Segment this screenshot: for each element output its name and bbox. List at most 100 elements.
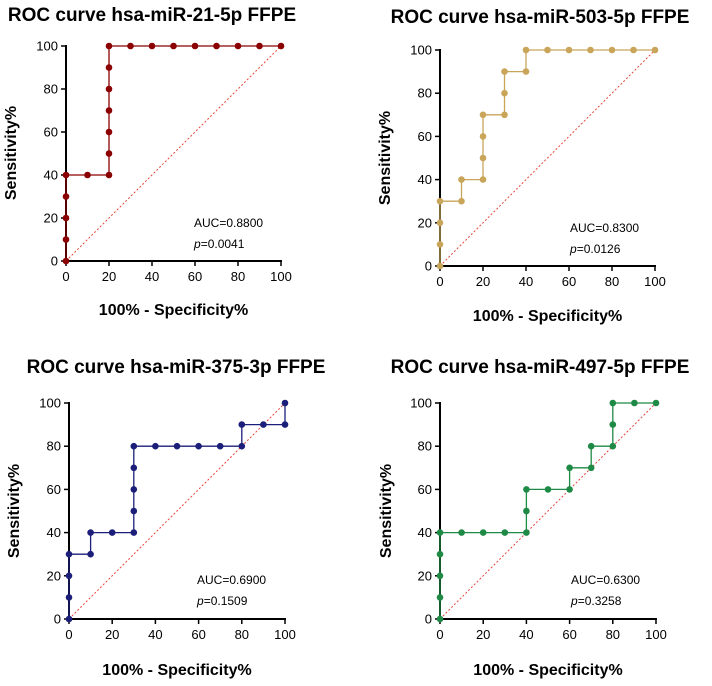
roc-point (256, 42, 263, 50)
roc-point (87, 529, 94, 536)
roc-point (62, 171, 70, 179)
y-tick-label: 60 (47, 482, 61, 497)
roc-point (522, 68, 530, 75)
x-tick-label: 20 (105, 627, 119, 642)
roc-point (65, 615, 73, 623)
roc-point (479, 154, 487, 162)
y-tick-label: 80 (418, 439, 432, 454)
roc-point (65, 572, 73, 580)
roc-point (65, 594, 73, 601)
y-tick-label: 60 (418, 129, 432, 144)
x-tick-label: 0 (436, 274, 443, 289)
roc-point (544, 486, 552, 493)
x-tick-label: 100 (644, 274, 666, 289)
x-tick-label: 0 (436, 627, 443, 642)
roc-panel-mir-375: ROC curve hsa-miR-375-3p FFPE 0 0 20 20 40 40 6… (0, 340, 356, 681)
roc-point (458, 176, 465, 183)
chart-title: ROC curve hsa-miR-375-3p FFPE (27, 357, 326, 378)
x-tick-label: 40 (148, 627, 162, 642)
y-tick-label: 0 (425, 612, 432, 627)
y-tick-label: 100 (410, 43, 432, 58)
roc-point (260, 421, 267, 428)
roc-point (479, 133, 487, 140)
y-tick-label: 40 (47, 525, 61, 540)
roc-point (62, 214, 70, 222)
roc-chart-mir-503: ROC curve hsa-miR-503-5p FFPE 00 20 20 40 40 6… (377, 7, 689, 325)
roc-point (565, 46, 573, 54)
roc-point (436, 529, 444, 536)
roc-point (587, 46, 594, 54)
x-tick-label: 80 (231, 269, 245, 284)
roc-point (458, 197, 465, 205)
roc-point (195, 442, 202, 450)
roc-panel-mir-503: ROC curve hsa-miR-503-5p FFPE 0 0 20 20 40 40 6… (356, 0, 712, 340)
roc-point (62, 257, 70, 265)
roc-point (108, 529, 116, 536)
x-tick-label: 20 (102, 269, 116, 284)
x-axis-label: 100% - Specificity% (473, 662, 622, 679)
y-tick-label: 80 (44, 82, 58, 97)
roc-point (130, 529, 138, 536)
roc-point (609, 442, 617, 450)
p-symbol: p (569, 242, 577, 256)
roc-point (65, 550, 73, 558)
roc-point (62, 193, 70, 200)
roc-point (105, 128, 113, 136)
roc-point (479, 529, 487, 536)
chart-title: ROC curve hsa-miR-21-5p FFPE (8, 5, 296, 26)
roc-point (105, 64, 113, 71)
roc-point (501, 529, 509, 536)
roc-point (216, 442, 224, 450)
roc-point (436, 241, 444, 248)
roc-point (281, 399, 289, 407)
roc-point (213, 42, 220, 50)
roc-point (281, 421, 289, 428)
auc-annotation: AUC=0.6900 (197, 573, 266, 587)
roc-point (609, 421, 617, 428)
y-tick-label: 20 (418, 568, 432, 583)
roc-point (587, 464, 595, 472)
roc-point (436, 572, 444, 580)
roc-point (458, 529, 465, 536)
x-tick-label: 80 (605, 274, 619, 289)
roc-point (105, 85, 113, 93)
x-tick-label: 100 (645, 627, 667, 642)
y-tick-label: 20 (47, 568, 61, 583)
y-axis-label: Sensitivity% (377, 111, 394, 205)
roc-point (608, 46, 616, 54)
roc-point (630, 46, 637, 54)
roc-chart-mir-375: ROC curve hsa-miR-375-3p FFPE 00 20 20 40 40 6… (6, 357, 326, 679)
x-axis-label: 100% - Specificity% (102, 662, 251, 679)
roc-point (523, 529, 530, 536)
x-tick-label: 0 (62, 269, 69, 284)
roc-point (479, 111, 487, 119)
roc-point (130, 464, 138, 472)
roc-point (436, 550, 444, 558)
roc-chart-mir-497: ROC curve hsa-miR-497-5p FFPE 00 20 20 40 40 6… (378, 357, 689, 679)
y-axis-label: Sensitivity% (378, 464, 395, 558)
roc-point (544, 46, 551, 54)
chance-diagonal-line (68, 402, 286, 620)
p-value-text: =0.1509 (204, 594, 248, 608)
roc-point (436, 262, 444, 270)
p-value-text: =0.0126 (577, 242, 621, 256)
p-symbol: p (193, 237, 201, 251)
y-tick-label: 80 (47, 439, 61, 454)
x-tick-label: 60 (562, 274, 576, 289)
roc-point (523, 486, 530, 493)
p-value-annotation: p=0.0126 (569, 242, 621, 256)
roc-point (652, 399, 660, 407)
roc-point (501, 68, 508, 75)
roc-point (173, 442, 181, 450)
roc-point (436, 615, 444, 623)
chance-diagonal-line (439, 402, 657, 620)
x-tick-label: 40 (519, 627, 533, 642)
roc-point (651, 46, 659, 54)
roc-point (238, 421, 246, 428)
roc-point (105, 171, 113, 179)
chance-diagonal-line (65, 45, 282, 262)
y-tick-label: 80 (418, 86, 432, 101)
x-axis-label: 100% - Specificity% (473, 308, 622, 325)
roc-point (234, 42, 242, 50)
y-tick-label: 100 (36, 39, 58, 54)
